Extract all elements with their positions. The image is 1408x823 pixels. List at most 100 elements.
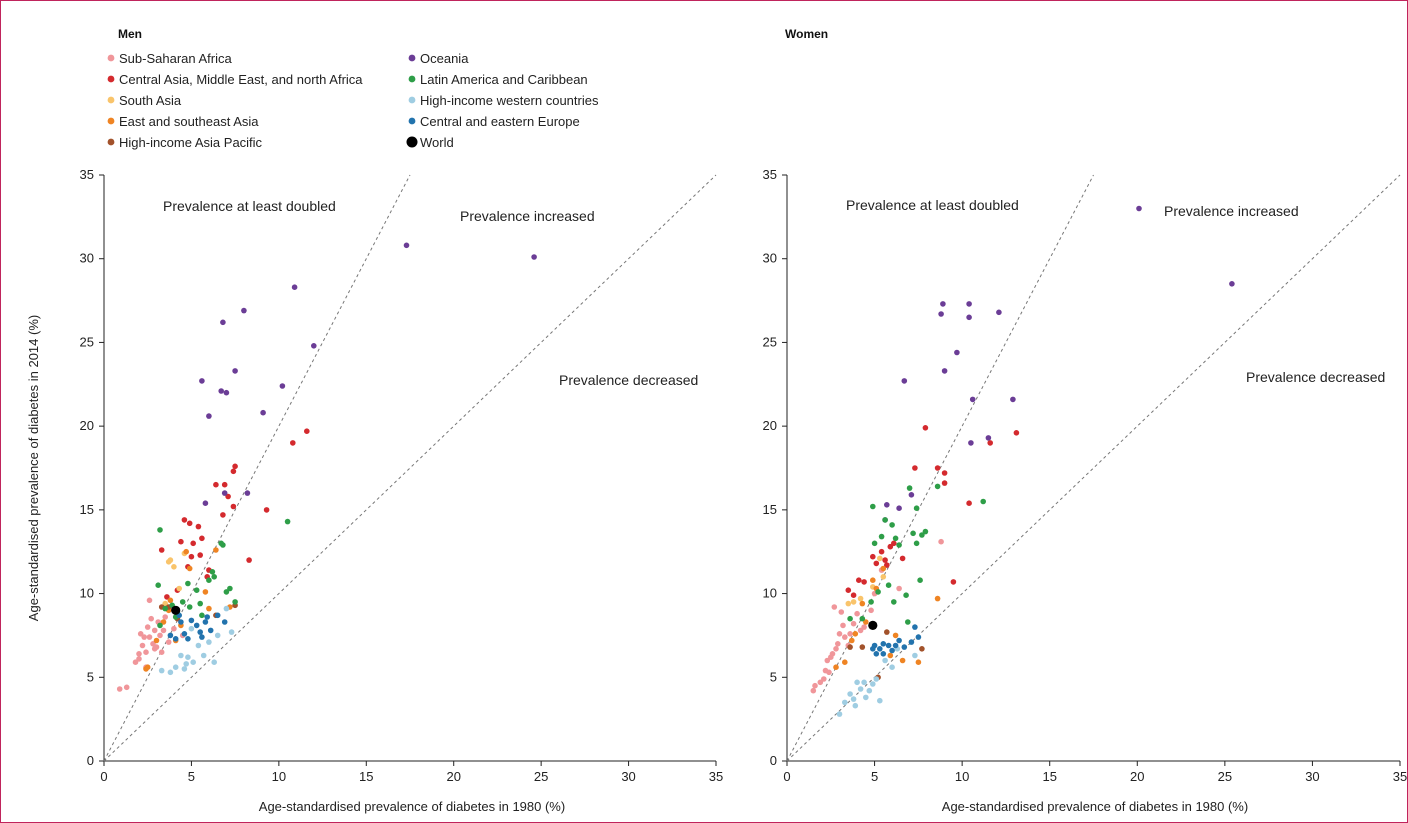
men-point-central-asia-middle-east-and-north-africa: [197, 552, 203, 558]
men-x-tick-label: 20: [446, 769, 460, 784]
men-point-central-asia-middle-east-and-north-africa: [246, 557, 252, 563]
women-point-central-and-eastern-europe: [892, 642, 899, 649]
women-point-central-asia-middle-east-and-north-africa: [950, 579, 957, 585]
women-point-high-income-western-countries: [870, 681, 876, 687]
men-point-central-asia-middle-east-and-north-africa: [220, 512, 226, 518]
women-point-south-asia: [850, 599, 857, 605]
women-point-latin-america-and-caribbean: [903, 592, 909, 598]
men-point-high-income-western-countries: [228, 629, 235, 635]
men-point-sub-saharan-africa: [165, 639, 172, 645]
women-point-central-asia-middle-east-and-north-africa: [899, 555, 906, 562]
men-point-oceania: [403, 242, 410, 249]
women-point-latin-america-and-caribbean: [875, 589, 881, 595]
men-point-latin-america-and-caribbean: [197, 600, 203, 607]
women-y-tick-label: 15: [763, 502, 777, 517]
men-x-tick-label: 15: [359, 769, 373, 784]
women-x-tick-label: 15: [1042, 769, 1056, 784]
women-point-central-asia-middle-east-and-north-africa: [856, 577, 862, 583]
women-point-central-asia-middle-east-and-north-africa: [861, 579, 867, 585]
women-point-central-asia-middle-east-and-north-africa: [882, 557, 888, 563]
women-point-sub-saharan-africa: [938, 538, 944, 545]
men-point-central-asia-middle-east-and-north-africa: [190, 540, 196, 547]
men-point-latin-america-and-caribbean: [162, 605, 168, 612]
legend-marker-east-and-southeast-asia: [107, 117, 115, 125]
women-y-tick-label: 0: [770, 753, 777, 768]
women-point-sub-saharan-africa: [868, 607, 874, 614]
men-point-central-and-eastern-europe: [178, 619, 184, 625]
men-point-sub-saharan-africa: [148, 615, 154, 622]
men-point-central-and-eastern-europe: [197, 629, 203, 635]
women-point-south-asia: [845, 600, 852, 607]
women-point-sub-saharan-africa: [826, 669, 832, 676]
men-point-sub-saharan-africa: [150, 641, 156, 647]
men-point-sub-saharan-africa: [141, 634, 147, 640]
women-x-tick-label: 5: [871, 769, 878, 784]
women-point-east-and-southeast-asia: [887, 652, 894, 659]
women-point-latin-america-and-caribbean: [871, 540, 878, 547]
legend-label-high-income-asia-pacific: High-income Asia Pacific: [119, 135, 263, 150]
legend-marker-sub-saharan-africa: [107, 54, 115, 62]
women-point-high-income-asia-pacific: [847, 644, 853, 650]
men-point-latin-america-and-caribbean: [211, 574, 217, 580]
women-point-east-and-southeast-asia: [899, 657, 906, 664]
men-point-central-and-eastern-europe: [172, 636, 179, 642]
women-point-latin-america-and-caribbean: [934, 483, 941, 490]
men-point-east-and-southeast-asia: [160, 619, 167, 625]
men-point-south-asia: [176, 585, 182, 592]
women-point-sub-saharan-africa: [835, 641, 841, 647]
men-point-latin-america-and-caribbean: [185, 580, 191, 587]
men-point-sub-saharan-africa: [162, 614, 168, 620]
women-point-central-asia-middle-east-and-north-africa: [887, 543, 894, 550]
women-point-central-and-eastern-europe: [880, 641, 887, 647]
men-point-high-income-western-countries: [188, 625, 195, 632]
women-x-tick-label: 30: [1305, 769, 1319, 784]
women-point-oceania: [896, 505, 902, 512]
men-point-sub-saharan-africa: [116, 686, 123, 692]
men-point-high-income-western-countries: [211, 659, 217, 665]
women-point-central-asia-middle-east-and-north-africa: [987, 440, 993, 446]
women-point-high-income-western-countries: [854, 679, 860, 686]
women-point-latin-america-and-caribbean: [868, 599, 874, 605]
women-point-east-and-southeast-asia: [859, 600, 866, 607]
men-point-central-asia-middle-east-and-north-africa: [290, 440, 296, 446]
women-point-oceania: [954, 349, 960, 356]
men-y-tick-label: 0: [87, 753, 94, 768]
women-point-east-and-southeast-asia: [892, 632, 899, 639]
women-point-oceania: [966, 301, 972, 307]
women-point-sub-saharan-africa: [829, 651, 836, 657]
women-point-sub-saharan-africa: [831, 604, 838, 610]
women-point-high-income-western-countries: [889, 664, 895, 670]
men-point-high-income-western-countries: [195, 642, 202, 649]
men-point-east-and-southeast-asia: [183, 548, 189, 555]
men-point-central-asia-middle-east-and-north-africa: [230, 468, 237, 475]
men-annotation-decreased: Prevalence decreased: [559, 372, 698, 388]
men-point-central-asia-middle-east-and-north-africa: [199, 535, 205, 542]
men-point-high-income-western-countries: [158, 667, 165, 674]
men-point-high-income-western-countries: [183, 661, 189, 667]
women-scatter-panel: 0 5 10 15 20 25 30 35 0 5 10 15 20 25 30 35: [763, 167, 1408, 784]
women-point-central-asia-middle-east-and-north-africa: [873, 560, 880, 567]
women-point-high-income-asia-pacific: [919, 646, 925, 652]
men-point-central-asia-middle-east-and-north-africa: [188, 553, 195, 560]
men-point-sub-saharan-africa: [137, 631, 144, 637]
women-point-latin-america-and-caribbean: [906, 485, 913, 491]
men-point-sub-saharan-africa: [160, 627, 167, 634]
men-x-tick-label: 5: [188, 769, 195, 784]
women-panel-title: Women: [785, 27, 828, 41]
women-point-south-asia: [880, 574, 887, 580]
men-x-tick-label: 35: [709, 769, 723, 784]
men-x-tick-label: 10: [272, 769, 286, 784]
men-point-world: [171, 605, 181, 615]
men-point-central-and-eastern-europe: [167, 632, 174, 639]
women-y-tick-label: 20: [763, 418, 777, 433]
men-point-oceania: [291, 284, 298, 291]
women-point-latin-america-and-caribbean: [913, 540, 920, 547]
women-point-oceania: [968, 440, 974, 446]
men-point-latin-america-and-caribbean: [284, 518, 291, 525]
women-point-high-income-asia-pacific: [859, 644, 866, 650]
women-point-central-and-eastern-europe: [908, 639, 915, 645]
women-point-sub-saharan-africa: [838, 609, 845, 615]
men-point-sub-saharan-africa: [136, 651, 142, 657]
men-point-sub-saharan-africa: [158, 649, 165, 655]
men-point-central-and-eastern-europe: [204, 614, 210, 620]
